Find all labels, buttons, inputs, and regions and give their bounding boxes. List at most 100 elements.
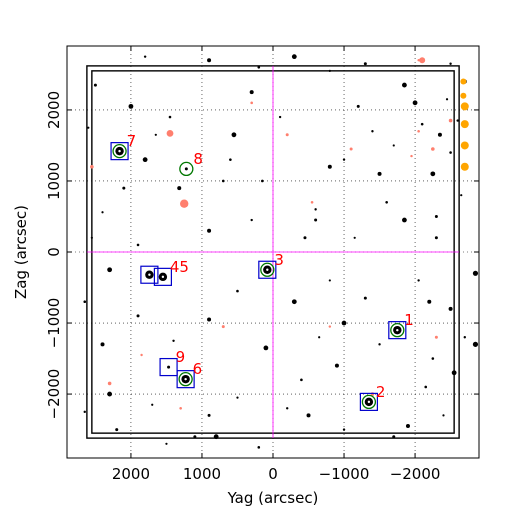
field-star — [213, 434, 219, 440]
field-star — [263, 345, 269, 351]
field-star — [286, 407, 289, 410]
field-star — [107, 391, 113, 397]
guide-box-2 — [359, 392, 378, 411]
field-star — [314, 208, 317, 211]
field-star — [356, 104, 360, 108]
catalog-star-core-4 — [148, 273, 151, 276]
faint-star — [140, 353, 143, 357]
field-star — [172, 339, 175, 342]
field-star — [431, 357, 435, 360]
field-star — [402, 82, 407, 88]
star-id-label-9: 9 — [176, 348, 186, 366]
edge-star — [460, 92, 467, 99]
x-tick-label: −1000 — [319, 465, 370, 483]
field-star — [207, 413, 211, 417]
field-star — [300, 378, 303, 382]
faint-star — [90, 164, 94, 169]
edge-stars — [460, 78, 479, 347]
edge-star — [460, 78, 467, 85]
faint-star — [285, 133, 289, 137]
y-axis-label: Zag (arcsec) — [12, 205, 30, 299]
field-star — [83, 300, 87, 304]
field-star — [257, 66, 261, 69]
field-star — [327, 164, 332, 169]
field-star — [445, 98, 449, 101]
guide-box-1 — [388, 321, 407, 340]
guide-box-7 — [110, 142, 129, 161]
edge-star — [460, 162, 469, 171]
star-id-label-6: 6 — [193, 360, 203, 378]
faint-star — [107, 381, 112, 386]
y-tick-label: −1000 — [45, 298, 63, 349]
field-star — [221, 179, 225, 183]
field-star — [207, 317, 212, 322]
field-star — [463, 336, 466, 339]
field-star — [420, 122, 424, 126]
field-star — [341, 320, 347, 326]
star-id-label-2: 2 — [376, 383, 386, 401]
field-star — [451, 370, 457, 376]
field-star — [177, 186, 182, 191]
field-star — [448, 306, 453, 311]
field-star — [100, 342, 105, 347]
x-tick-label: −2000 — [390, 465, 441, 483]
field-star — [101, 211, 104, 214]
field-star — [328, 279, 331, 282]
field-star — [278, 115, 282, 119]
field-star — [385, 200, 388, 204]
field-star — [90, 236, 93, 239]
edge-star — [472, 270, 479, 276]
faint-star — [431, 147, 435, 151]
catalog-star-core-5 — [161, 275, 165, 279]
axis-ticks: 2000 1000 0 −1000 −2000 2000 1000 0 −1000 −2000 — [45, 46, 479, 483]
field-star — [402, 217, 407, 223]
catalog-star-core-1 — [396, 328, 399, 332]
field-stars — [83, 54, 467, 449]
field-star — [342, 158, 346, 161]
field-star — [405, 424, 410, 429]
field-star — [136, 314, 140, 318]
y-tick-label: −2000 — [45, 369, 63, 420]
field-star — [229, 158, 232, 161]
field-star — [83, 410, 86, 414]
field-star — [412, 100, 418, 106]
field-star — [318, 336, 321, 339]
acq-circle-7 — [112, 143, 127, 159]
field-star — [427, 299, 432, 304]
field-star — [449, 62, 452, 65]
faint-star — [179, 406, 182, 410]
field-star — [236, 396, 239, 399]
field-star — [460, 194, 463, 197]
catalog-star-8 — [184, 167, 188, 171]
field-star — [291, 299, 297, 305]
catalog-star-9 — [167, 365, 171, 369]
edge-star — [460, 120, 469, 129]
field-star — [449, 151, 452, 154]
field-star — [165, 442, 168, 445]
field-star — [154, 133, 157, 136]
field-star — [434, 236, 438, 240]
guide-box-3 — [258, 260, 277, 279]
x-tick-label: 0 — [268, 465, 278, 483]
faint-star — [310, 200, 314, 204]
field-star — [437, 132, 442, 137]
star-id-label-3: 3 — [274, 251, 284, 269]
faint-star — [180, 199, 189, 208]
catalog-star-core-7 — [118, 149, 121, 153]
field-star — [314, 218, 318, 222]
faint-star — [417, 129, 420, 133]
acq-circle-8 — [179, 161, 194, 177]
field-star — [193, 435, 197, 439]
faint-star — [410, 154, 413, 158]
y-tick-label: 2000 — [45, 91, 63, 129]
field-star — [249, 90, 254, 95]
field-star — [417, 279, 420, 282]
star-id-label-8: 8 — [193, 150, 203, 168]
field-star — [87, 126, 90, 129]
guide-box-6 — [176, 370, 195, 389]
faint-star — [221, 325, 225, 329]
y-tick-label: 0 — [45, 247, 63, 257]
field-star — [168, 115, 172, 119]
acq-circle-6 — [178, 372, 193, 387]
field-star — [107, 267, 113, 273]
